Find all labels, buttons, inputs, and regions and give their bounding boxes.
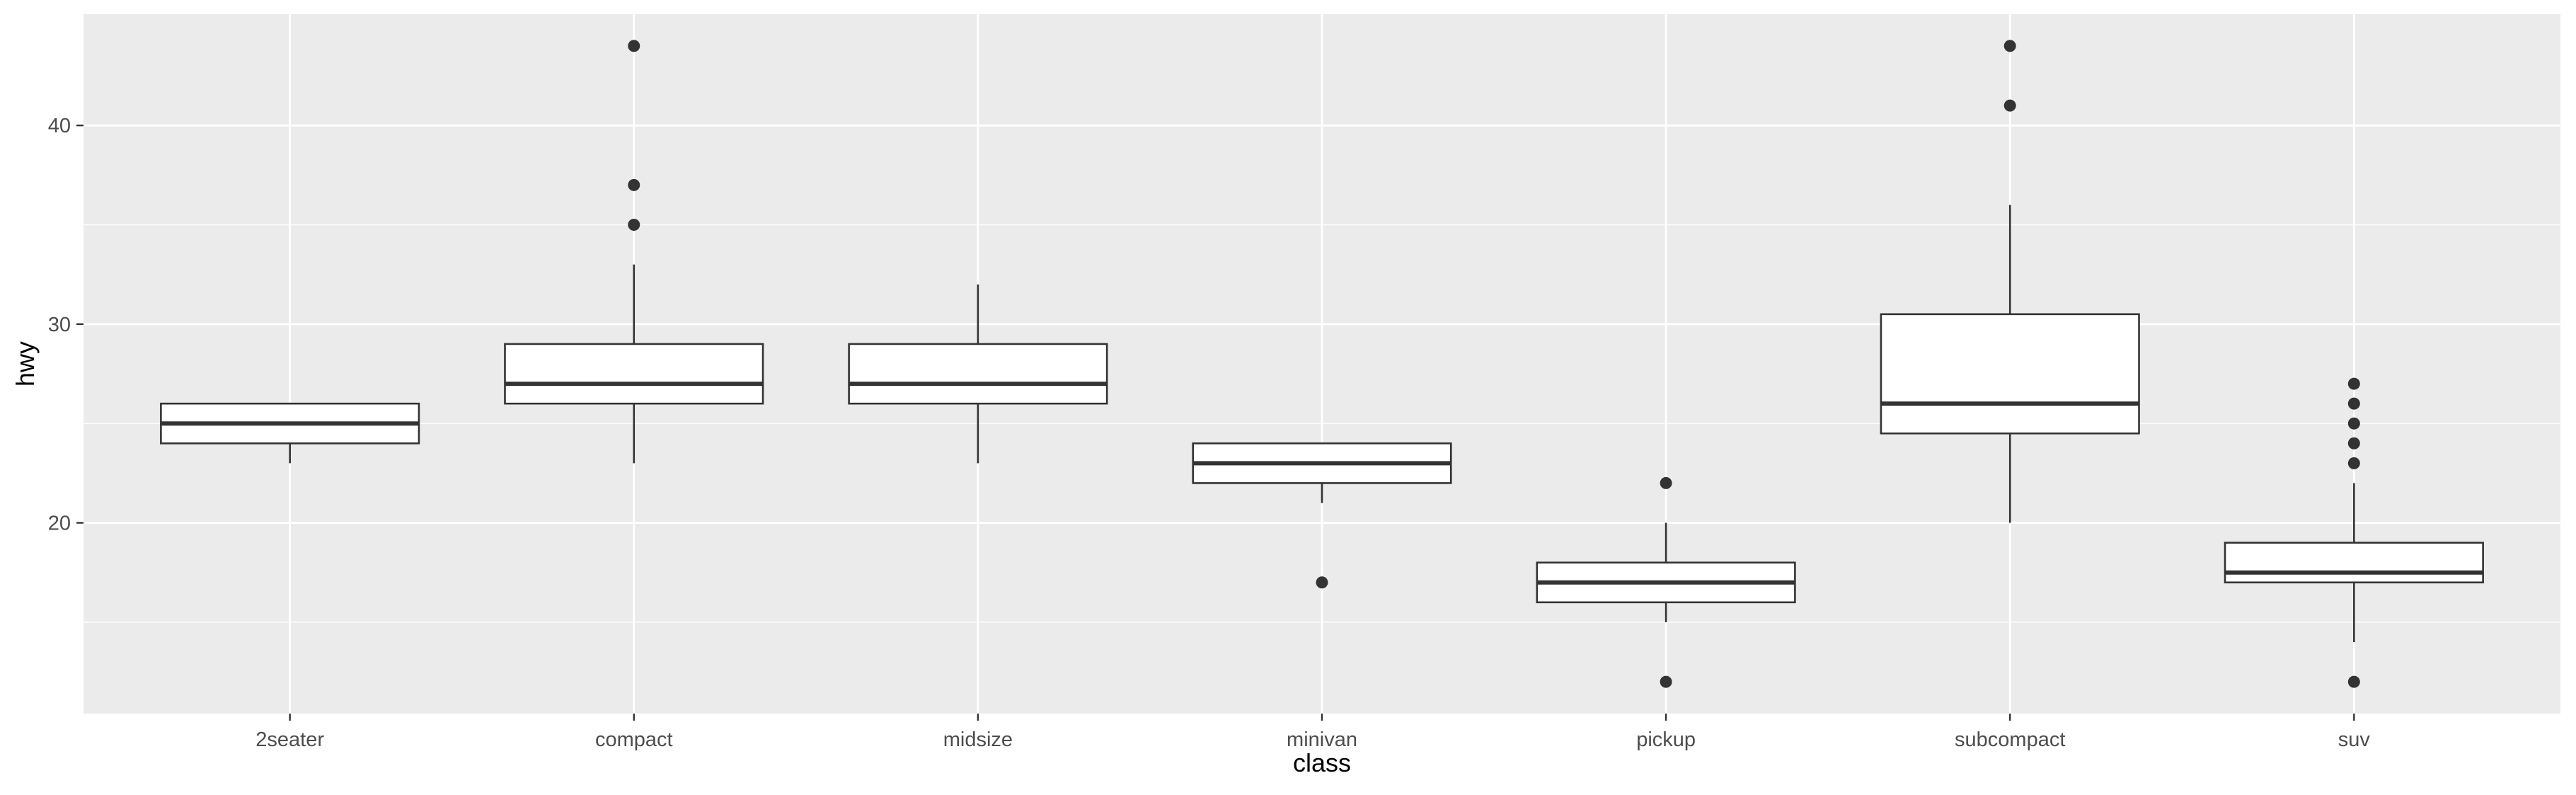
x-tick-label: 2seater	[255, 728, 324, 751]
outlier-point	[2347, 377, 2360, 390]
outlier-point	[1316, 576, 1328, 589]
x-tick-label: midsize	[943, 728, 1013, 751]
x-tick-label: compact	[595, 728, 673, 751]
iqr-box	[848, 343, 1108, 405]
outlier-point	[2347, 457, 2360, 469]
iqr-box	[1880, 313, 2140, 435]
outlier-point	[628, 178, 640, 191]
outlier-point	[2347, 437, 2360, 450]
box-midsize	[848, 284, 1108, 464]
y-axis-ticks: 20 30 40	[48, 115, 84, 535]
y-tick-label: 40	[48, 115, 71, 137]
outlier-point	[1660, 675, 1672, 688]
outlier-point	[2347, 417, 2360, 430]
box-2seater	[160, 402, 420, 464]
box-pickup	[1536, 476, 1796, 688]
x-tick-label: minivan	[1287, 728, 1357, 751]
x-axis-title: class	[1293, 748, 1351, 777]
y-tick-label: 20	[48, 513, 71, 535]
iqr-box	[504, 343, 764, 405]
x-tick-label: pickup	[1636, 728, 1696, 751]
outlier-point	[2003, 99, 2016, 112]
box-compact	[504, 40, 764, 464]
outlier-point	[628, 40, 640, 52]
x-tick-label: subcompact	[1955, 728, 2065, 751]
boxplot-series	[160, 40, 2484, 688]
outlier-point	[2347, 397, 2360, 410]
iqr-box	[2224, 542, 2484, 584]
box-subcompact	[1880, 40, 2140, 523]
outlier-point	[2347, 675, 2360, 688]
y-axis-title: hwy	[11, 341, 40, 387]
outlier-point	[2003, 40, 2016, 52]
x-tick-label: suv	[2338, 728, 2371, 751]
box-suv	[2224, 377, 2484, 688]
y-tick-label: 30	[48, 314, 71, 336]
outlier-point	[628, 219, 640, 231]
outlier-point	[1660, 476, 1672, 489]
box-minivan	[1192, 442, 1452, 589]
x-axis-ticks: 2seater compact midsize minivan pickup subcom…	[255, 714, 2370, 751]
